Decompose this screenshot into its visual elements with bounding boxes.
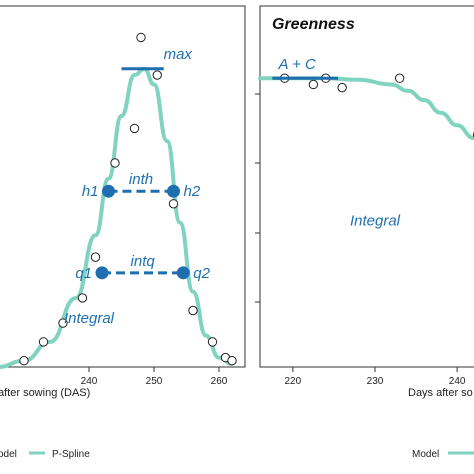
left-x-axis-title: after sowing (DAS): [0, 387, 90, 399]
left-pspline-curve: [0, 66, 234, 369]
observed-point: [207, 337, 218, 347]
x-tick-label: 240: [449, 376, 466, 387]
right-panel-title: Greenness: [272, 16, 355, 33]
observed-point: [38, 337, 49, 347]
observed-point: [136, 32, 146, 43]
left-legend: odel P-Spline: [0, 449, 90, 460]
q-right-marker: [176, 266, 190, 280]
h-left-label: h1: [82, 183, 99, 200]
q-right-label: q2: [193, 265, 210, 282]
observed-point: [90, 252, 101, 262]
integral-label: Integral: [350, 213, 401, 230]
q-left-label: q1: [75, 265, 92, 282]
left-annotations: max h1 h2 inth q1 q2 intq Integral: [64, 46, 211, 327]
observed-point: [188, 305, 198, 316]
right-x-ticks: 220 230 240: [285, 367, 466, 387]
left-plot-frame: [0, 5, 246, 368]
h-right-marker: [167, 184, 180, 198]
observed-point: [394, 73, 405, 83]
x-tick-label: 260: [211, 376, 228, 387]
observed-point: [308, 79, 319, 90]
right-panel: 220 230 240 A + C Integral Greenness Days a…: [255, 5, 474, 399]
x-tick-label: 240: [81, 376, 98, 387]
q-left-marker: [95, 266, 109, 280]
x-tick-label: 220: [285, 376, 302, 387]
x-tick-label: 250: [146, 376, 163, 387]
right-pspline-curve: [258, 76, 474, 141]
right-x-axis-title: Days after so: [408, 387, 473, 399]
legend-pspline-label-left: P-Spline: [52, 449, 90, 460]
observed-point: [77, 293, 88, 303]
integral-label: Integral: [64, 310, 115, 327]
right-y-ticks: [255, 93, 260, 303]
observed-point: [58, 318, 68, 328]
observed-point: [168, 199, 179, 209]
asymptote-label: A + C: [277, 56, 316, 73]
right-observed-points: [279, 73, 474, 138]
x-tick-label: 230: [367, 376, 384, 387]
q-interval-label: intq: [131, 253, 156, 270]
right-legend: Model: [412, 449, 474, 460]
legend-model-label-right: Model: [412, 449, 439, 460]
observed-point: [110, 158, 120, 168]
observed-point: [19, 356, 29, 366]
observed-point: [337, 82, 347, 93]
right-annotations: A + C Integral: [272, 56, 401, 230]
h-right-label: h2: [184, 183, 201, 200]
left-panel: 240 250 260 max h1 h2 inth q1 q2 intq Integral af…: [0, 5, 246, 399]
max-label: max: [164, 46, 193, 63]
h-interval-label: inth: [129, 171, 153, 188]
observed-point: [152, 70, 162, 80]
observed-point: [227, 356, 237, 366]
left-observed-points: [19, 32, 237, 366]
legend-model-label-left: odel: [0, 449, 17, 460]
h-left-marker: [102, 184, 115, 198]
observed-point: [129, 123, 140, 134]
left-x-ticks: 240 250 260: [81, 367, 228, 387]
